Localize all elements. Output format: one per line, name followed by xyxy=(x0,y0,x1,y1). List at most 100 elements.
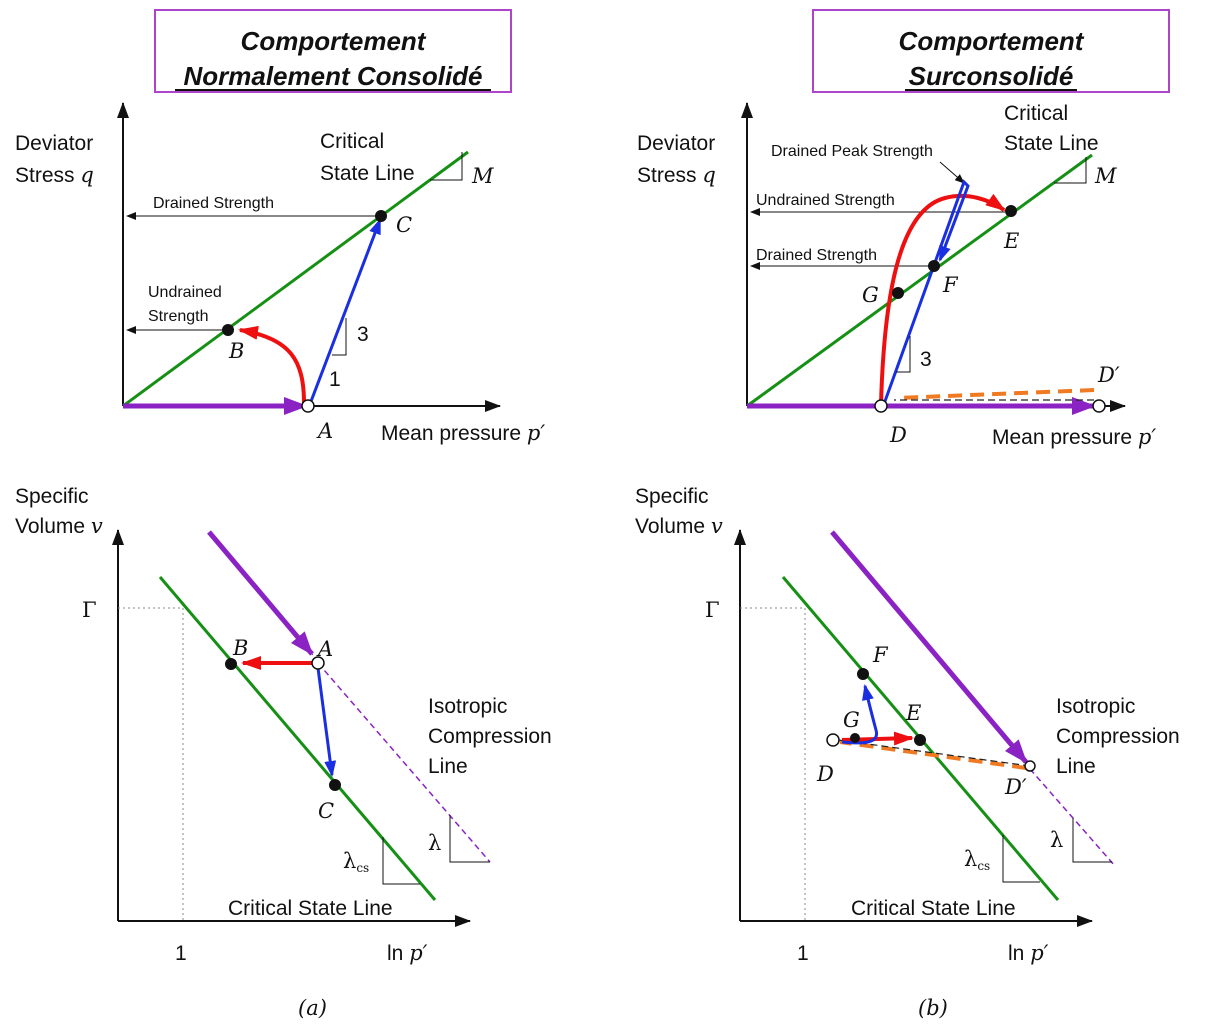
panel-b: Comportement Surconsolidé Deviator Stres… xyxy=(635,9,1180,1020)
y-axis-var: q xyxy=(80,163,93,187)
title-line-2: Surconsolidé xyxy=(909,61,1074,91)
slope-M-label: M xyxy=(471,164,494,188)
y-axis-label-word: Stress xyxy=(15,164,75,187)
drained-volume-path xyxy=(841,684,878,745)
x-axis-var: p′ xyxy=(1030,941,1048,965)
x-axis-label-word: ln xyxy=(1008,942,1024,965)
x-axis-var: p′ xyxy=(409,941,427,965)
y-axis-label-word: Stress xyxy=(637,164,697,187)
isotropic-compression-path xyxy=(207,530,314,656)
drained-volume-path xyxy=(316,667,337,777)
lambda-cs-subscript: cs xyxy=(977,859,990,873)
point-B-marker xyxy=(222,324,234,336)
undrained-strength-label: Undrained Strength xyxy=(756,192,895,209)
point-Dp-label: D′ xyxy=(1097,363,1120,387)
drained-stress-path xyxy=(308,218,382,405)
lambda-cs-label: λcs xyxy=(964,847,990,873)
panel-a: Comportement Normalement Consolidé Devia… xyxy=(15,9,552,1020)
point-A-label: A xyxy=(316,419,333,443)
point-B-label: B xyxy=(228,339,244,363)
lambda-label: λ xyxy=(1050,828,1063,852)
point-F-marker xyxy=(928,260,940,272)
point-E-label: E xyxy=(905,701,921,725)
slope-triangle-lambda-cs xyxy=(1002,835,1040,883)
icl-label-line3: Line xyxy=(428,755,468,778)
slope-triangle-lambda xyxy=(1072,818,1112,863)
csl-label-line1: Critical xyxy=(320,130,384,153)
caption-b: (b) xyxy=(918,996,948,1020)
point-A-marker xyxy=(301,399,315,413)
x-axis-label-word: Mean pressure xyxy=(381,422,521,445)
undrained-stress-path xyxy=(238,325,306,404)
isotropic-compression-path xyxy=(830,530,1028,764)
x-tick-1: 1 xyxy=(797,942,809,965)
point-Dp-label: D′ xyxy=(1004,775,1027,799)
critical-state-line xyxy=(746,153,1093,408)
slope-triangle-M xyxy=(430,152,463,181)
csl-label: Critical State Line xyxy=(228,897,393,920)
y-axis-label-line1: Deviator xyxy=(15,132,93,155)
peak-strength-label: Drained Peak Strength xyxy=(771,143,933,160)
point-B-label: B xyxy=(232,636,248,660)
y-axis-label-line1: Specific xyxy=(15,485,89,508)
y-axis-var: v xyxy=(91,514,103,538)
unloading-path xyxy=(897,388,1095,400)
drained-strength-label: Drained Strength xyxy=(756,247,877,264)
slope-M-label: M xyxy=(1094,164,1117,188)
x-axis-label: Mean pressure p′ xyxy=(992,425,1156,449)
panel-b-stress-plot: Deviator Stress q Mean pressure p′ M Cri… xyxy=(637,102,1156,449)
point-G-label: G xyxy=(862,283,879,307)
y-axis-label-line1: Deviator xyxy=(637,132,715,155)
y-axis-label-line2: Stress q xyxy=(15,163,94,187)
title-line-2: Normalement Consolidé xyxy=(183,61,482,91)
x-axis-label: Mean pressure p′ xyxy=(381,421,545,445)
drained-stress-path xyxy=(882,179,970,405)
panel-a-title: Comportement Normalement Consolidé xyxy=(154,9,512,93)
peak-strength-pointer xyxy=(939,161,965,184)
point-D-label: D xyxy=(816,762,834,786)
point-C-label: C xyxy=(396,213,412,237)
x-axis-label: ln p′ xyxy=(387,941,428,965)
csl-label: Critical State Line xyxy=(851,897,1016,920)
icl-label-line2: Compression xyxy=(428,725,552,748)
point-G-label: G xyxy=(843,708,860,732)
point-D-marker xyxy=(826,733,840,747)
x-axis-label-word: ln xyxy=(387,942,403,965)
undrained-strength-label-2: Strength xyxy=(148,308,208,325)
drained-strength-label: Drained Strength xyxy=(153,195,274,212)
y-axis-var: v xyxy=(711,514,723,538)
point-E-label: E xyxy=(1003,229,1019,253)
slope-3-label: 3 xyxy=(357,323,369,346)
slope-1-label: 1 xyxy=(329,368,341,391)
lambda-cs-symbol: λ xyxy=(964,847,977,871)
caption-a: (a) xyxy=(298,996,327,1020)
point-E-marker xyxy=(914,734,926,746)
title-box xyxy=(812,9,1170,93)
lambda-cs-subscript: cs xyxy=(356,861,369,875)
slope-triangle-3 xyxy=(896,336,911,373)
point-D-marker xyxy=(874,399,888,413)
unloading-path xyxy=(839,740,1027,770)
lambda-cs-label: λcs xyxy=(343,849,369,875)
y-axis-label-line1: Specific xyxy=(635,485,709,508)
point-C-label: C xyxy=(318,799,334,823)
x-axis-label: ln p′ xyxy=(1008,941,1049,965)
undrained-strength-label-1: Undrained xyxy=(148,284,222,301)
y-axis-label-word: Volume xyxy=(635,515,705,538)
icl-label-line1: Isotropic xyxy=(1056,695,1135,718)
csl-label-line2: State Line xyxy=(320,162,415,185)
csl-label-line2: State Line xyxy=(1004,132,1099,155)
point-F-label: F xyxy=(872,643,889,667)
isotropic-compression-line xyxy=(317,662,491,863)
title-box xyxy=(154,9,512,93)
panel-a-stress-plot: Deviator Stress q Mean pressure p′ M Cri… xyxy=(15,102,545,445)
point-C-marker xyxy=(329,779,341,791)
critical-state-line xyxy=(122,150,469,408)
point-D-label: D xyxy=(889,423,907,447)
panel-b-title: Comportement Surconsolidé xyxy=(812,9,1170,93)
point-A-label: A xyxy=(316,637,333,661)
point-C-marker xyxy=(375,210,387,222)
icl-label-line2: Compression xyxy=(1056,725,1180,748)
point-Dp-marker xyxy=(1092,399,1106,413)
icl-label-line3: Line xyxy=(1056,755,1096,778)
